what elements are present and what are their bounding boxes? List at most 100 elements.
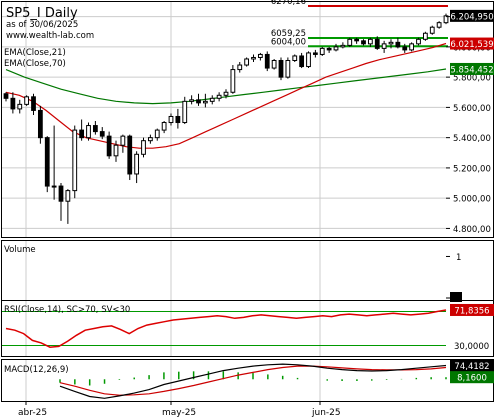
candle-up bbox=[306, 52, 311, 68]
candle-up bbox=[422, 32, 428, 40]
candle-up bbox=[347, 38, 353, 46]
candle-down bbox=[395, 41, 401, 48]
candle-down bbox=[326, 47, 332, 51]
candle-down bbox=[175, 115, 181, 124]
candle-up bbox=[120, 135, 126, 146]
macd-hist-badge-text: 8,1600 bbox=[457, 374, 487, 384]
candle-down bbox=[127, 135, 133, 175]
rsi-panel-frame bbox=[1, 300, 494, 357]
rsi-badge bbox=[450, 303, 494, 316]
candle-down bbox=[44, 137, 50, 187]
rsi-line bbox=[5, 309, 447, 348]
x-tick-label: abr-25 bbox=[18, 408, 47, 418]
axis-layer: abr-25 may-25 jun-25 4.800,00 5.000,00 5.200,… bbox=[18, 9, 494, 418]
level-label: 6059,25 bbox=[271, 29, 306, 39]
candle-up bbox=[134, 153, 140, 175]
candle-down bbox=[10, 97, 16, 110]
candle-down bbox=[3, 93, 9, 99]
candle-up bbox=[86, 125, 91, 139]
candle-up bbox=[209, 97, 215, 102]
macd-hist-badge bbox=[450, 371, 494, 384]
volume-zero-badge bbox=[450, 292, 462, 302]
macd-layer bbox=[59, 363, 447, 399]
x-tick-label: jun-25 bbox=[311, 408, 341, 418]
candle-up bbox=[202, 100, 208, 104]
volume-tick-label: 1 bbox=[456, 253, 461, 263]
volume-label: Volume bbox=[4, 245, 36, 255]
candle-up bbox=[72, 129, 78, 192]
y-tick-label: 5.600,00 bbox=[453, 104, 491, 114]
badge-ema21-text: 6.021,539 bbox=[450, 40, 493, 50]
candle-up bbox=[319, 47, 325, 55]
y-tick-label: 5.000,00 bbox=[453, 195, 491, 205]
ema21-label: EMA(Close,21) bbox=[4, 48, 66, 58]
candle-down bbox=[99, 131, 105, 137]
candle-up bbox=[216, 94, 222, 99]
candle-up bbox=[230, 69, 236, 93]
candle-down bbox=[361, 40, 366, 45]
candle-up bbox=[161, 122, 167, 131]
candle-up bbox=[24, 96, 30, 105]
badge-ema70 bbox=[450, 62, 494, 75]
rsi-badge-text: 71,8356 bbox=[454, 306, 489, 316]
candle-up bbox=[147, 137, 153, 142]
badge-last_close-text: 6.204,950 bbox=[450, 12, 493, 22]
candle-up bbox=[244, 58, 250, 66]
candle-up bbox=[443, 15, 449, 24]
ema70-label: EMA(Close,70) bbox=[4, 59, 66, 69]
candle-up bbox=[436, 22, 442, 28]
candle-up bbox=[292, 55, 298, 61]
candle-down bbox=[106, 135, 112, 157]
candle-up bbox=[113, 144, 119, 157]
candle-down bbox=[58, 185, 64, 202]
candle-up bbox=[141, 140, 146, 155]
candle-up bbox=[388, 41, 394, 45]
badge-last_close bbox=[450, 9, 494, 22]
candle-down bbox=[37, 109, 43, 139]
candle-up bbox=[340, 44, 346, 48]
as-of-date: as of 30/06/2025 bbox=[6, 20, 78, 30]
rsi-layer bbox=[2, 309, 447, 348]
y-tick-label: 4.800,00 bbox=[453, 225, 491, 235]
candle-up bbox=[367, 38, 373, 45]
badge-ema21 bbox=[450, 37, 494, 50]
candle-down bbox=[402, 46, 408, 51]
candle-up bbox=[251, 56, 256, 60]
level-label: 6004,00 bbox=[271, 37, 306, 47]
y-tick-label: 5.800,00 bbox=[453, 74, 491, 84]
candle-up bbox=[271, 59, 277, 69]
candle-down bbox=[278, 59, 284, 78]
candle-down bbox=[312, 52, 318, 55]
candle-up bbox=[409, 43, 415, 51]
candle-up bbox=[333, 46, 339, 51]
site-label: www.wealth-lab.com bbox=[6, 31, 94, 41]
candle-up bbox=[189, 99, 195, 102]
badge-ema70-text: 5.854,452 bbox=[450, 65, 493, 75]
volume-panel-frame bbox=[1, 240, 494, 301]
candle-down bbox=[354, 38, 360, 42]
macd-badge-text: 74,4182 bbox=[454, 362, 489, 372]
candle-up bbox=[168, 115, 174, 124]
candle-down bbox=[79, 129, 85, 139]
macd-label: MACD(12,26,9) bbox=[4, 365, 69, 375]
candle-up bbox=[223, 91, 229, 96]
chart-title: SP5_I Daily bbox=[6, 6, 78, 21]
candle-up bbox=[154, 129, 160, 139]
candle-down bbox=[31, 96, 36, 111]
candle-up bbox=[257, 53, 263, 58]
candle-up bbox=[416, 38, 421, 45]
candle-down bbox=[264, 53, 270, 69]
candle-down bbox=[374, 38, 380, 49]
macd-line bbox=[59, 363, 447, 399]
macd-badge bbox=[450, 359, 494, 372]
candle-up bbox=[429, 26, 435, 34]
rsi-label: RSI(Close,14), SC>70, SV<30 bbox=[4, 305, 130, 315]
price-panel-frame bbox=[1, 1, 494, 238]
candle-up bbox=[285, 59, 291, 78]
candle-up bbox=[51, 185, 57, 188]
candle-up bbox=[381, 43, 387, 49]
y-tick-label: 5.200,00 bbox=[453, 164, 491, 174]
x-tick-label: may-25 bbox=[162, 408, 196, 418]
